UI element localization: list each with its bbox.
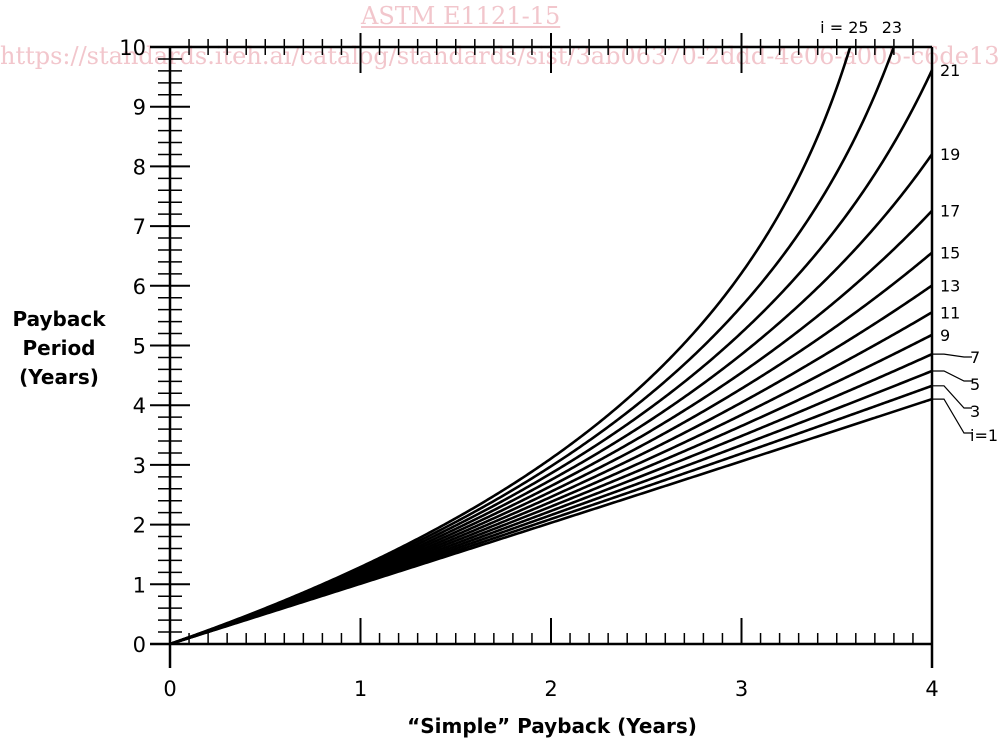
curve-15 (169, 251, 933, 646)
series-label-21: 21 (940, 61, 960, 80)
y-axis-label-line-2: Period (22, 336, 96, 360)
y-tick-label: 8 (133, 155, 146, 179)
y-tick-label: 10 (119, 36, 146, 60)
y-tick-label: 2 (133, 514, 146, 538)
watermark-title: ASTM E1121-15 (361, 2, 561, 30)
y-tick-label: 0 (133, 633, 146, 657)
leader-line-3 (932, 385, 972, 409)
series-label-9: 9 (940, 326, 950, 345)
x-tick-label: 2 (544, 677, 557, 701)
x-tick-label: 0 (163, 677, 176, 701)
series-label-11: 11 (940, 303, 960, 322)
y-axis-label-line-3: (Years) (19, 365, 99, 389)
series-label-25: i = 25 (820, 18, 868, 37)
curve-21 (169, 69, 934, 646)
leader-line-5 (932, 370, 972, 382)
y-tick-label: 7 (133, 215, 146, 239)
x-tick-label: 3 (735, 677, 748, 701)
leader-line-7 (932, 353, 972, 358)
y-tick-label: 6 (133, 275, 146, 299)
series-label-3: 3 (970, 402, 980, 421)
series-label-15: 15 (940, 244, 960, 263)
x-tick-label: 1 (354, 677, 367, 701)
series-label-19: 19 (940, 145, 960, 164)
series-label-1: i=1 (970, 426, 998, 445)
curve-25 (169, 46, 852, 646)
series-label-5: 5 (970, 375, 980, 394)
y-tick-label: 9 (133, 96, 146, 120)
x-axis-label: “Simple” Payback (Years) (407, 714, 697, 738)
y-tick-label: 3 (133, 454, 146, 478)
series-label-7: 7 (970, 348, 980, 367)
y-tick-label: 4 (133, 394, 146, 418)
series-label-17: 17 (940, 202, 960, 221)
curve-9 (169, 333, 933, 646)
y-axis-label: Payback Period (Years) (6, 305, 112, 392)
leader-line-1 (932, 398, 972, 434)
curve-11 (169, 311, 933, 646)
x-tick-label: 4 (925, 677, 938, 701)
y-tick-label: 1 (133, 573, 146, 597)
curve-19 (169, 153, 934, 646)
series-label-23: 23 (882, 18, 902, 37)
y-tick-label: 5 (133, 335, 146, 359)
y-axis-label-line-1: Payback (12, 307, 106, 331)
curve-23 (169, 46, 895, 646)
series-label-13: 13 (940, 276, 960, 295)
